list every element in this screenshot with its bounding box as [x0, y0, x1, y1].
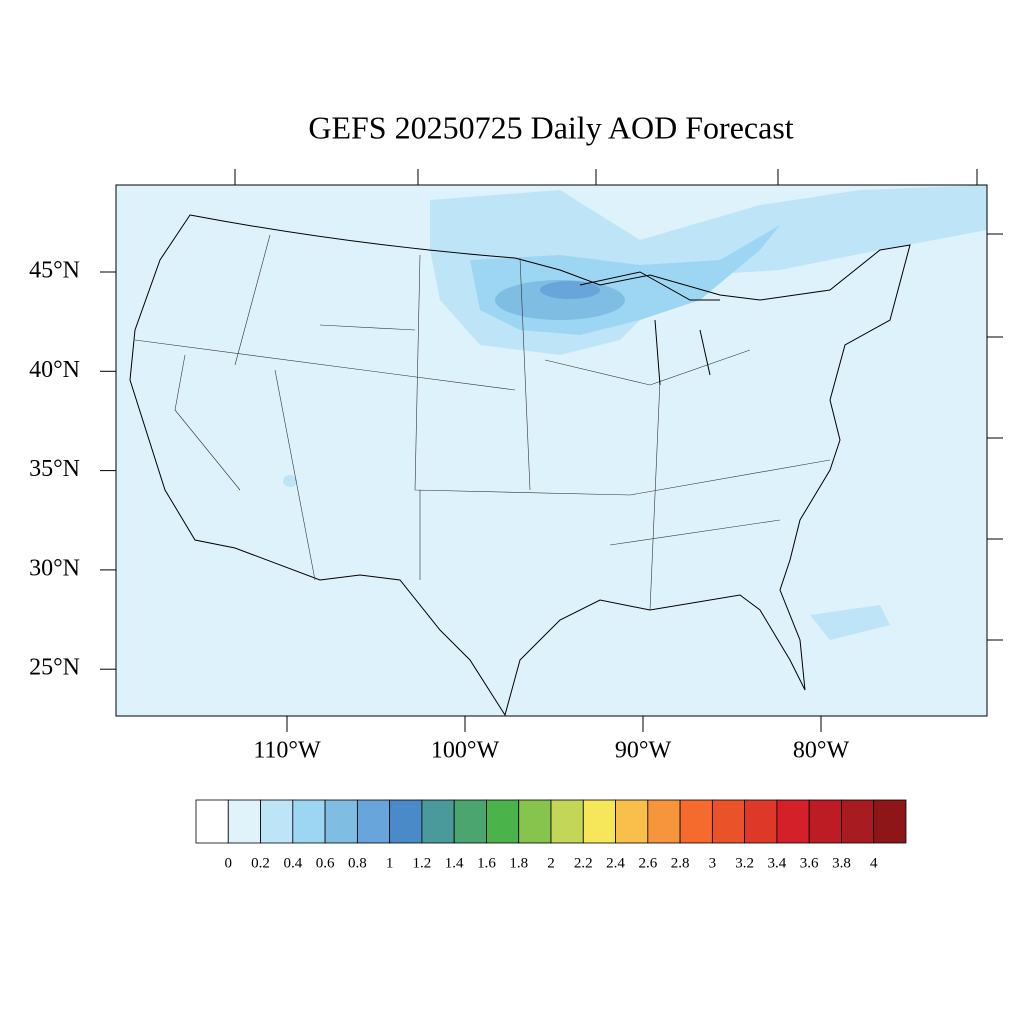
colorbar-label: 1 — [386, 855, 394, 871]
lon-label: 80°W — [793, 738, 850, 764]
colorbar-box — [356, 799, 391, 844]
colorbar-label: 3.2 — [735, 855, 754, 871]
colorbar-box — [518, 799, 552, 844]
colorbar-label: 3.8 — [832, 855, 851, 871]
great-lakes — [579, 271, 720, 386]
colorbar-box — [195, 799, 229, 844]
colorbar-box — [841, 799, 875, 844]
colorbar-label: 2.2 — [574, 855, 593, 871]
colorbar-box — [486, 799, 520, 844]
colorbar-label: 2.6 — [638, 855, 657, 871]
colorbar-label: 0.8 — [348, 855, 367, 871]
colorbar-box — [292, 799, 326, 844]
colorbar-label: 0.6 — [316, 855, 335, 871]
colorbar-label: 1.6 — [477, 855, 496, 871]
colorbar-label: 2.8 — [671, 855, 690, 871]
colorbar-label: 1.8 — [509, 855, 528, 871]
lon-label: 110°W — [253, 738, 321, 764]
colorbar-box — [582, 799, 616, 844]
lat-label: 30°N — [29, 555, 80, 581]
colorbar-box — [227, 799, 261, 844]
map-frame — [115, 184, 988, 717]
aod-field — [283, 475, 297, 487]
colorbar-box — [421, 799, 455, 844]
map-area — [116, 185, 987, 716]
lat-label: 35°N — [29, 456, 80, 482]
state-boundaries — [134, 234, 831, 611]
coastline — [129, 214, 911, 716]
colorbar-box — [711, 799, 746, 844]
colorbar-label: 0.4 — [283, 855, 302, 871]
colorbar-label: 3 — [709, 855, 717, 871]
colorbar-label: 3.6 — [800, 855, 819, 871]
projection-ticks — [234, 169, 1003, 641]
colorbar-label: 0.2 — [251, 855, 270, 871]
colorbar-box — [550, 799, 584, 844]
aod-field — [810, 605, 890, 640]
colorbar-box — [744, 799, 778, 844]
lat-label: 45°N — [29, 258, 80, 284]
aod-field — [540, 281, 600, 299]
lat-label: 25°N — [29, 655, 80, 681]
colorbar-box — [324, 799, 358, 844]
colorbar-label: 0 — [225, 855, 233, 871]
colorbar-label: 1.4 — [445, 855, 464, 871]
map-title: GEFS 20250725 Daily AOD Forecast — [308, 109, 793, 145]
colorbar-box — [647, 799, 681, 844]
colorbar-label: 3.4 — [768, 855, 787, 871]
colorbar-label: 4 — [870, 855, 878, 871]
colorbar-box — [389, 799, 423, 844]
lon-label: 90°W — [615, 738, 672, 764]
colorbar-box — [453, 799, 487, 844]
colorbar-box — [873, 799, 907, 844]
lat-label: 40°N — [29, 357, 80, 383]
colorbar-box — [776, 799, 810, 844]
colorbar-box — [808, 799, 842, 844]
colorbar-label: 2.4 — [606, 855, 625, 871]
colorbar-box — [679, 799, 713, 844]
colorbar-box — [615, 799, 649, 844]
colorbar-box — [260, 799, 294, 844]
colorbar-label: 1.2 — [413, 855, 432, 871]
colorbar-label: 2 — [547, 855, 555, 871]
lon-label: 100°W — [431, 738, 500, 764]
